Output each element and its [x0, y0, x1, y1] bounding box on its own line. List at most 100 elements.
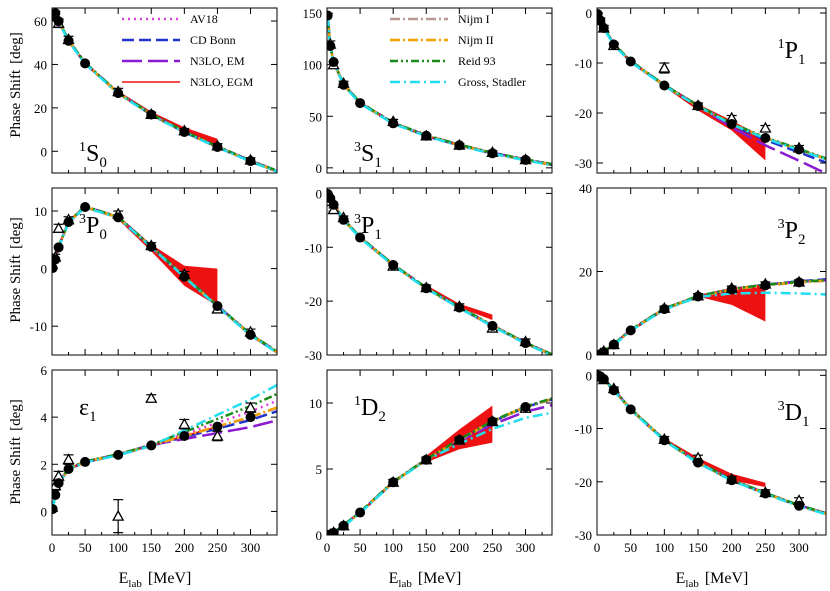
legend-label-nijm2: Nijm II	[458, 33, 494, 47]
legend-right: Nijm I Nijm II Reid 93 Gross, Stadler	[390, 12, 526, 89]
x-tick-label: 50	[624, 540, 637, 555]
data-circle	[794, 500, 805, 511]
data-circle	[597, 15, 606, 26]
x-tick-label: 0	[324, 540, 331, 555]
data-circle	[245, 329, 256, 340]
panel-frame	[326, 187, 553, 356]
legend-label-av18: AV18	[190, 12, 218, 26]
y-tick-label: 150	[303, 6, 323, 21]
panel-label-sup: 1	[354, 394, 361, 409]
y-tick-label: -10	[30, 319, 47, 334]
data-triangle	[145, 391, 158, 403]
x-tick-label: 200	[175, 540, 195, 555]
xlabel-main: E	[389, 570, 399, 587]
data-circle	[113, 212, 124, 223]
y-tick-label: 0	[586, 348, 593, 363]
triangle-marker	[145, 391, 158, 403]
curve-gross	[597, 13, 826, 161]
data-circle	[608, 339, 619, 350]
curve-gross	[327, 411, 552, 535]
svg-text:Phase Shift[deg]: Phase Shift [deg]	[8, 217, 24, 323]
panel-frame	[596, 369, 827, 536]
triangle-marker	[244, 401, 257, 413]
curve-gross	[597, 374, 826, 516]
ylabel-text: Phase Shift	[8, 436, 24, 505]
panel-label-main: P	[86, 213, 99, 239]
y-tick-label: 20	[579, 265, 592, 280]
plot-area	[597, 9, 826, 173]
y-tick-label: 0	[316, 528, 323, 543]
panel-label-main: S	[86, 141, 99, 167]
data-circle	[388, 260, 399, 271]
y-tick-label: -20	[575, 475, 592, 490]
curve-av18	[597, 373, 826, 515]
data-circle	[520, 154, 531, 165]
data-circle	[760, 133, 771, 143]
legend-item-av18: AV18	[122, 12, 218, 26]
data-circle	[487, 416, 498, 427]
data-circle	[726, 119, 737, 129]
data-triangle	[52, 221, 65, 233]
data-circle	[212, 301, 223, 312]
panel-frame	[326, 369, 553, 536]
panel-label: 3D1	[778, 399, 810, 430]
data-circle	[487, 148, 498, 159]
data-circle	[355, 98, 366, 109]
svg-text:Phase Shift[deg]: Phase Shift [deg]	[8, 32, 24, 138]
x-tick-label: 200	[450, 540, 470, 555]
panel-label-sup: 1	[778, 37, 785, 52]
curve-n3lo_egm	[327, 193, 493, 327]
y-tick-label: 20	[34, 101, 47, 116]
data-circle	[659, 80, 670, 91]
x-tick-label: 250	[208, 540, 228, 555]
data-circle	[355, 507, 366, 518]
data-circle	[693, 291, 704, 302]
x-tick-label: 300	[516, 540, 536, 555]
y-tick-label: 0	[41, 144, 48, 159]
panel-frame	[326, 7, 553, 174]
data-circle	[760, 280, 771, 291]
data-circle	[794, 277, 805, 288]
data-circle	[421, 283, 432, 294]
y-tick-label: 0	[316, 161, 323, 176]
ylabel-text: Phase Shift	[8, 254, 24, 323]
data-circle	[245, 156, 256, 167]
curve-gross	[327, 193, 552, 355]
triangle-marker	[62, 453, 75, 465]
data-circle	[608, 385, 619, 396]
triangle-marker	[759, 121, 772, 133]
data-circle	[53, 242, 64, 253]
plot-area	[52, 202, 277, 354]
panel-label-sup: 3	[778, 399, 785, 414]
curve-cdbonn	[597, 13, 826, 164]
legend-label-n3lo_egm: N3LO, EGM	[190, 75, 254, 89]
legend-label-reid93: Reid 93	[458, 54, 496, 68]
curve-gross	[52, 12, 277, 173]
panel-label-sub: 2	[798, 232, 806, 248]
legend-left: AV18 CD Bonn N3LO, EM N3LO, EGM	[122, 12, 254, 89]
xlabel-unit: [MeV]	[705, 570, 749, 587]
curve-reid93	[597, 278, 826, 355]
y-tick-label: -10	[575, 422, 592, 437]
panel-label-sup: 3	[354, 140, 361, 155]
panel-label: 1D2	[354, 394, 386, 425]
xlabel-unit: [MeV]	[418, 570, 462, 587]
panel-label-sub: 1	[802, 414, 810, 430]
data-circle	[53, 478, 64, 489]
x-tick-label: 0	[49, 540, 56, 555]
panel-label-sub: 1	[798, 52, 806, 68]
data-circle	[625, 56, 636, 67]
x-axis-label-col-2: Elab [MeV]	[389, 570, 462, 590]
curve-n3lo_egm	[597, 374, 766, 495]
data-circle	[63, 216, 74, 227]
curve-n3lo_egm	[52, 206, 218, 307]
legend-item-n3lo_egm: N3LO, EGM	[122, 75, 254, 89]
y-axis-label-row-3: Phase Shift [deg]	[8, 399, 24, 505]
data-circle	[388, 118, 399, 129]
panel-frame	[51, 187, 278, 356]
panel-3S1: 0 50 100 150 3S1	[303, 6, 553, 176]
data-circle	[608, 39, 619, 50]
panel-label-sup: 3	[354, 212, 361, 227]
panel-label-sup: 1	[79, 140, 86, 155]
